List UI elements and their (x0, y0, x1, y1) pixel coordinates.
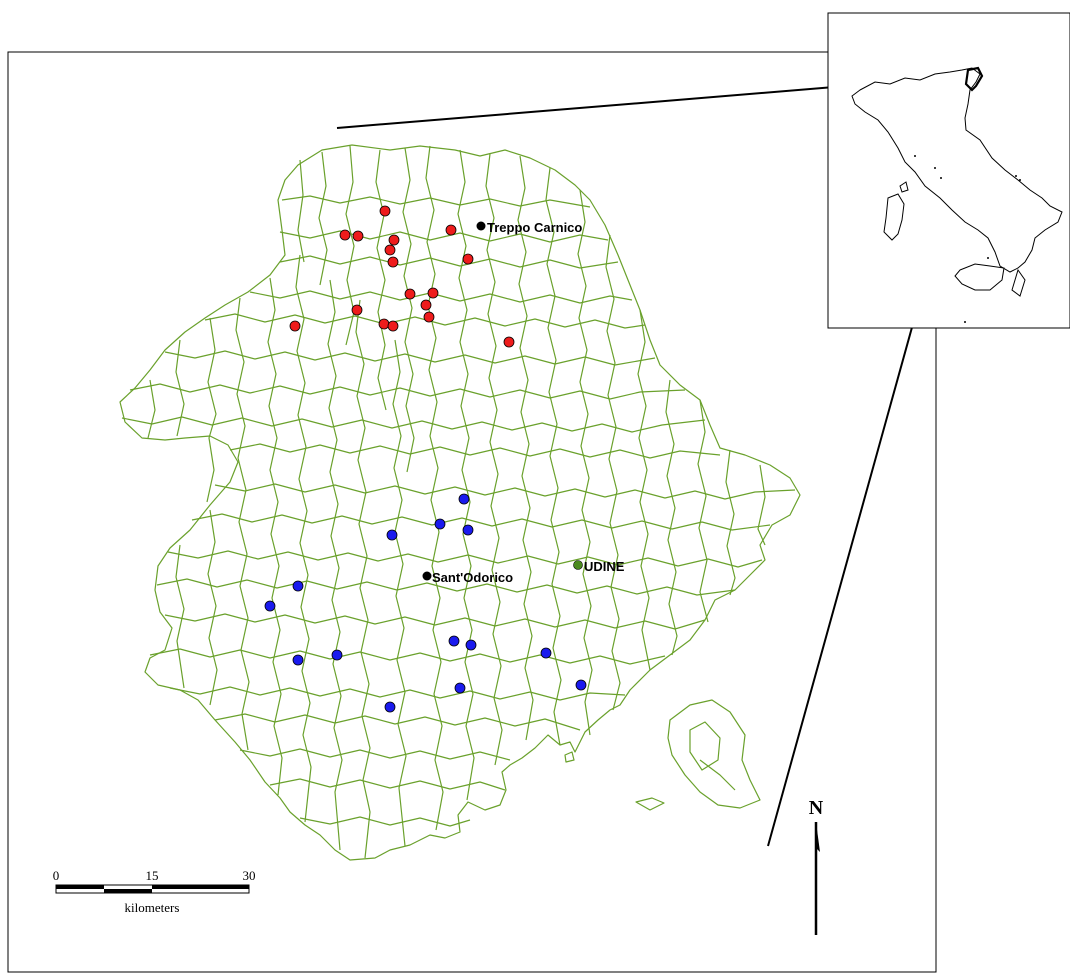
site-marker (423, 311, 435, 323)
italy-outline-icon (851, 66, 1063, 297)
site-marker (289, 320, 301, 332)
site-marker (540, 647, 552, 659)
map-frame (7, 51, 937, 973)
site-marker (503, 336, 515, 348)
place-dot (573, 560, 583, 570)
region-outline (119, 144, 801, 861)
site-marker (427, 287, 439, 299)
site-marker (384, 244, 396, 256)
inset-frame (827, 12, 1070, 329)
site-marker (465, 639, 477, 651)
site-marker (434, 518, 446, 530)
inset-islets (914, 155, 1021, 323)
site-marker (379, 205, 391, 217)
place-label: Sant'Odorico (432, 570, 513, 585)
place-label: UDINE (584, 559, 625, 574)
site-marker (384, 701, 396, 713)
municipal-boundaries (147, 145, 766, 859)
site-marker (575, 679, 587, 691)
site-marker (264, 600, 276, 612)
islets-outline (564, 751, 665, 811)
scale-bar: 0 15 30 kilometers (53, 868, 256, 915)
scale-tick-label: 30 (243, 868, 256, 883)
site-marker (462, 524, 474, 536)
scale-tick-label: 15 (146, 868, 159, 883)
place-dot (476, 221, 486, 231)
site-marker (378, 318, 390, 330)
site-marker (387, 256, 399, 268)
site-marker (292, 654, 304, 666)
site-marker (445, 224, 457, 236)
scale-unit-label: kilometers (125, 900, 180, 915)
site-marker (420, 299, 432, 311)
scale-tick-label: 0 (53, 868, 60, 883)
place-udine: UDINE (573, 559, 625, 574)
place-treppo-carnico: Treppo Carnico (476, 220, 582, 235)
site-marker (292, 580, 304, 592)
site-marker (386, 529, 398, 541)
site-marker (448, 635, 460, 647)
north-arrow-icon: N (809, 797, 824, 935)
inset-map (827, 12, 1070, 329)
site-marker (404, 288, 416, 300)
site-marker (458, 493, 470, 505)
site-marker (331, 649, 343, 661)
sites-south (264, 493, 587, 713)
site-marker (454, 682, 466, 694)
place-label: Treppo Carnico (487, 220, 582, 235)
sites-north (289, 205, 515, 348)
site-marker (352, 230, 364, 242)
site-marker (339, 229, 351, 241)
peninsula-outline (667, 699, 761, 809)
region-boundaries (119, 144, 801, 861)
municipal-boundaries-h (121, 195, 796, 827)
north-label: N (809, 797, 824, 819)
place-dot (422, 571, 432, 581)
site-marker (462, 253, 474, 265)
site-marker (387, 320, 399, 332)
site-marker (351, 304, 363, 316)
place-sant-odorico: Sant'Odorico (422, 570, 513, 585)
site-marker (388, 234, 400, 246)
